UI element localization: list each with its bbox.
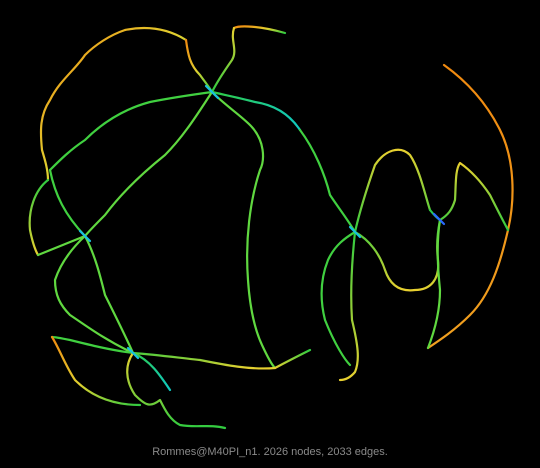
edge-path (83, 90, 214, 238)
edge-path (320, 230, 357, 367)
edge-path (426, 218, 442, 350)
graph-drawing (28, 25, 514, 430)
edge-path (48, 168, 87, 238)
edge-path (131, 351, 172, 392)
edge-path (126, 351, 227, 430)
edge-path (53, 234, 135, 355)
edge-path (298, 128, 357, 234)
edge-path (210, 90, 302, 132)
edge-path (338, 230, 359, 382)
edge-path (50, 335, 142, 407)
edge-path (204, 84, 220, 100)
edge-path (28, 178, 50, 257)
edge-path (36, 234, 87, 257)
edge-path (426, 63, 514, 350)
edge-path (48, 90, 214, 172)
edge-path (131, 348, 312, 370)
edge-path (232, 25, 287, 35)
edge-path (126, 346, 140, 360)
edge-path (353, 218, 442, 292)
edge-path (438, 161, 510, 232)
edge-path (348, 225, 362, 239)
edge-path (210, 90, 277, 370)
edge-path (210, 26, 236, 94)
edge-path (184, 38, 214, 94)
edge-path (353, 148, 432, 234)
edge-path (83, 234, 135, 355)
edge-path (39, 26, 188, 182)
graph-caption: Rommes@M40PI_n1. 2026 nodes, 2033 edges. (152, 446, 388, 458)
edge-path (432, 212, 446, 226)
edge-path (78, 229, 92, 243)
edge-path (50, 335, 135, 355)
